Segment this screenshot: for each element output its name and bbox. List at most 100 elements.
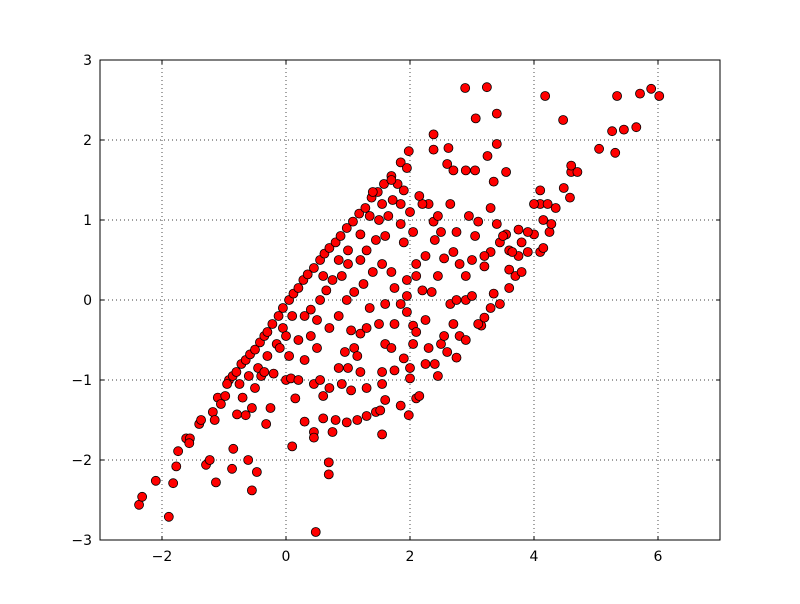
data-point xyxy=(473,319,484,329)
data-point xyxy=(374,319,384,329)
data-point xyxy=(330,237,341,248)
data-point xyxy=(408,339,419,349)
data-points xyxy=(134,82,665,537)
data-point xyxy=(566,160,577,171)
data-point xyxy=(463,211,474,221)
data-point xyxy=(389,319,400,329)
data-point xyxy=(389,283,400,293)
data-point xyxy=(529,199,539,209)
data-point xyxy=(479,251,490,261)
data-point xyxy=(439,331,450,341)
data-point xyxy=(395,400,406,411)
data-point xyxy=(299,311,310,321)
data-point xyxy=(150,475,161,486)
data-point xyxy=(610,147,621,158)
data-point xyxy=(607,126,618,137)
data-point xyxy=(401,163,412,173)
data-point xyxy=(318,391,329,401)
data-point xyxy=(479,312,490,323)
data-point xyxy=(250,383,260,393)
data-point xyxy=(460,335,471,345)
data-point xyxy=(538,243,549,253)
data-point xyxy=(420,251,431,261)
data-point xyxy=(299,416,310,427)
data-point xyxy=(485,303,496,313)
data-point xyxy=(498,231,508,241)
data-point xyxy=(398,185,409,196)
data-point xyxy=(405,363,415,373)
data-point xyxy=(436,227,446,237)
data-point xyxy=(654,91,665,101)
data-point xyxy=(339,347,350,357)
data-point xyxy=(184,438,195,449)
data-point xyxy=(619,124,629,135)
y-tick-label: 3 xyxy=(83,53,92,69)
data-point xyxy=(215,399,226,409)
data-point xyxy=(473,216,484,227)
data-point xyxy=(246,403,257,413)
data-point xyxy=(411,271,422,281)
data-point xyxy=(268,368,279,379)
data-point xyxy=(535,185,546,196)
data-point xyxy=(612,91,622,101)
data-point xyxy=(423,343,434,353)
data-point xyxy=(305,331,316,341)
data-point xyxy=(343,245,353,256)
data-point xyxy=(398,237,409,248)
data-point xyxy=(333,255,344,265)
data-point xyxy=(312,343,322,353)
data-point xyxy=(442,159,453,169)
data-point xyxy=(171,461,182,472)
data-point xyxy=(341,417,352,428)
data-point xyxy=(448,165,459,176)
data-point xyxy=(401,291,412,301)
x-tick-label: 2 xyxy=(406,549,415,565)
data-point xyxy=(544,227,555,237)
data-point xyxy=(467,255,477,265)
data-point xyxy=(504,264,515,275)
data-point xyxy=(323,457,334,468)
data-point xyxy=(310,527,321,537)
data-point xyxy=(405,207,415,217)
data-point xyxy=(443,143,454,153)
y-tick-label: −2 xyxy=(71,453,92,469)
data-point xyxy=(386,175,397,185)
data-point xyxy=(367,187,378,197)
data-point xyxy=(318,271,329,281)
data-point xyxy=(401,275,412,285)
data-point xyxy=(482,151,493,161)
data-point xyxy=(445,199,456,209)
data-point xyxy=(414,191,425,201)
data-point xyxy=(240,410,251,421)
data-point xyxy=(243,455,254,465)
data-point xyxy=(327,427,338,437)
data-point xyxy=(355,328,366,339)
data-point xyxy=(387,195,398,205)
data-point xyxy=(442,347,453,357)
data-point xyxy=(375,405,386,416)
data-point xyxy=(361,411,372,421)
data-point xyxy=(196,415,206,425)
data-point xyxy=(395,299,406,309)
data-point xyxy=(231,367,242,377)
data-point xyxy=(631,122,642,133)
data-point xyxy=(361,383,372,393)
data-point xyxy=(246,485,257,496)
data-point xyxy=(277,303,288,313)
data-point xyxy=(346,385,357,396)
data-point xyxy=(204,455,215,465)
data-point xyxy=(491,139,502,149)
data-point xyxy=(540,91,551,101)
data-point xyxy=(361,245,372,256)
data-point xyxy=(361,323,372,333)
data-point xyxy=(335,231,346,241)
data-point xyxy=(358,279,369,289)
data-point xyxy=(481,82,492,93)
data-point xyxy=(293,375,304,385)
data-point xyxy=(232,409,242,420)
data-point xyxy=(262,351,273,361)
data-point xyxy=(273,311,284,321)
data-point xyxy=(349,287,360,297)
y-tick-label: 0 xyxy=(83,293,92,309)
